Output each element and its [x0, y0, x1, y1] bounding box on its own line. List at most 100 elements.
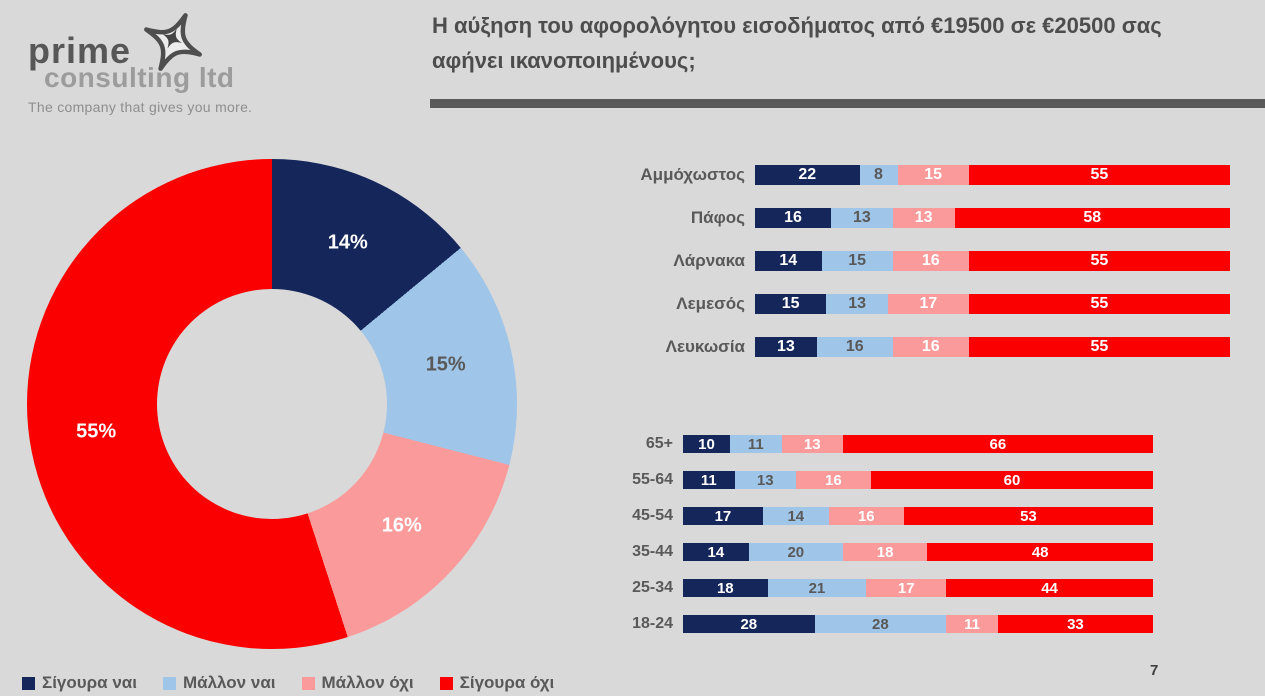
bar-segment: 15 — [897, 165, 969, 185]
donut-hole — [157, 289, 387, 519]
bar-segment: 16 — [795, 471, 871, 489]
bar-segment: 55 — [968, 294, 1230, 314]
bar-segment: 15 — [755, 294, 827, 314]
company-logo: prime consulting ltd The company that gi… — [28, 10, 338, 122]
title-line-1: Η αύξηση του αφορολόγητου εισοδήματος απ… — [432, 13, 1162, 38]
bar-segment: 13 — [826, 294, 888, 314]
bar-segment: 15 — [821, 251, 893, 271]
bar-segment: 55 — [968, 337, 1230, 357]
bar-segment: 10 — [683, 435, 730, 453]
category-label: 18-24 — [632, 615, 673, 632]
legend-swatch-icon — [439, 676, 453, 690]
bar-row: Λευκωσία 13 16 16 55 — [628, 337, 1230, 357]
bar-segment: 16 — [892, 337, 969, 357]
category-label: Αμμόχωστος — [640, 165, 745, 184]
bar-track: 18 21 17 44 — [683, 579, 1153, 597]
logo-tagline: The company that gives you more. — [28, 99, 253, 115]
bar-row: 45-54 17 14 16 53 — [557, 507, 1153, 525]
title-line-2: αφήνει ικανοποιημένους; — [432, 48, 696, 74]
bar-track: 14 20 18 48 — [683, 543, 1153, 561]
bar-segment: 16 — [816, 337, 893, 357]
bar-segment: 20 — [748, 543, 843, 561]
bar-segment: 16 — [755, 208, 831, 228]
bar-segment: 13 — [734, 471, 796, 489]
legend-item: Σίγουρα ναι — [22, 673, 137, 693]
ages-stacked-bar-chart: 65+ 10 11 13 66 55-64 11 13 16 60 45-54 17 14 16 53 35-… — [557, 435, 1153, 651]
category-label: 55-64 — [632, 471, 673, 488]
category-label: Λευκωσία — [665, 337, 745, 356]
category-label: Λεμεσός — [676, 294, 745, 313]
donut-slice-label-1: 15% — [425, 353, 466, 376]
bar-track: 16 13 13 58 — [755, 208, 1230, 228]
bar-segment: 28 — [683, 615, 815, 633]
bar-track: 22 8 15 55 — [755, 165, 1230, 185]
bar-row: 18-24 28 28 11 33 — [557, 615, 1153, 633]
bar-segment: 14 — [762, 507, 829, 525]
bar-segment: 13 — [781, 435, 843, 453]
bar-track: 17 14 16 53 — [683, 507, 1153, 525]
bar-segment: 11 — [946, 615, 998, 633]
bar-track: 13 16 16 55 — [755, 337, 1230, 357]
category-label: Πάφος — [690, 208, 745, 227]
bar-segment: 18 — [842, 543, 928, 561]
bar-row: 55-64 11 13 16 60 — [557, 471, 1153, 489]
bar-segment: 48 — [927, 543, 1153, 561]
bar-segment: 17 — [888, 294, 969, 314]
donut-slice-label-3: 55% — [76, 420, 117, 443]
bar-segment: 13 — [755, 337, 817, 357]
bar-track: 10 11 13 66 — [683, 435, 1153, 453]
bar-segment: 53 — [903, 507, 1153, 525]
legend-label: Σίγουρα ναι — [42, 673, 137, 692]
bar-track: 11 13 16 60 — [683, 471, 1153, 489]
legend: Σίγουρα ναι Μάλλον ναι Μάλλον όχι Σίγουρα ό… — [22, 673, 554, 693]
page-title: Η αύξηση του αφορολόγητου εισοδήματος απ… — [432, 8, 1162, 78]
category-label: Λάρνακα — [673, 251, 745, 270]
donut-chart: 14% 15% 16% 55% — [27, 159, 517, 649]
bar-segment: 66 — [842, 435, 1153, 453]
bar-row: 25-34 18 21 17 44 — [557, 579, 1153, 597]
bar-segment: 60 — [870, 471, 1153, 489]
legend-label: Μάλλον όχι — [321, 673, 414, 692]
bar-segment: 11 — [683, 471, 735, 489]
bar-segment: 17 — [683, 507, 763, 525]
bar-segment: 14 — [755, 251, 822, 271]
logo-name-top: prime — [28, 30, 132, 71]
legend-item: Μάλλον όχι — [301, 673, 414, 693]
bar-segment: 18 — [683, 579, 768, 597]
donut-slice-label-0: 14% — [327, 231, 368, 254]
bar-row: Λεμεσός 15 13 17 55 — [628, 294, 1230, 314]
category-label: 65+ — [645, 435, 673, 452]
four-point-star-icon — [144, 13, 202, 71]
bar-row: Λάρνακα 14 15 16 55 — [628, 251, 1230, 271]
bar-segment: 22 — [755, 165, 860, 185]
bar-segment: 13 — [831, 208, 893, 228]
bar-segment: 33 — [997, 615, 1153, 633]
cities-stacked-bar-chart: Αμμόχωστος 22 8 15 55 Πάφος 16 13 13 58 Λάρνακα 14 1… — [628, 165, 1230, 380]
bar-segment: 16 — [892, 251, 969, 271]
donut-slice-label-2: 16% — [381, 514, 422, 537]
category-label: 35-44 — [632, 543, 673, 560]
legend-item: Μάλλον ναι — [162, 673, 276, 693]
bar-segment: 44 — [946, 579, 1153, 597]
logo-name-bottom: consulting ltd — [44, 62, 235, 93]
legend-swatch-icon — [301, 676, 315, 690]
legend-item: Σίγουρα όχι — [439, 673, 554, 693]
bar-segment: 21 — [767, 579, 867, 597]
bar-segment: 55 — [968, 165, 1230, 185]
bar-segment: 8 — [859, 165, 898, 185]
bar-row: 65+ 10 11 13 66 — [557, 435, 1153, 453]
bar-row: 35-44 14 20 18 48 — [557, 543, 1153, 561]
bar-segment: 13 — [892, 208, 955, 228]
bar-segment: 55 — [968, 251, 1230, 271]
category-label: 25-34 — [632, 579, 673, 596]
bar-row: Πάφος 16 13 13 58 — [628, 208, 1230, 228]
bar-row: Αμμόχωστος 22 8 15 55 — [628, 165, 1230, 185]
legend-swatch-icon — [162, 676, 176, 690]
category-label: 45-54 — [632, 507, 673, 524]
bar-segment: 14 — [683, 543, 749, 561]
page-number: 7 — [1150, 662, 1159, 679]
bar-track: 14 15 16 55 — [755, 251, 1230, 271]
bar-segment: 17 — [866, 579, 947, 597]
legend-label: Μάλλον ναι — [182, 673, 276, 692]
